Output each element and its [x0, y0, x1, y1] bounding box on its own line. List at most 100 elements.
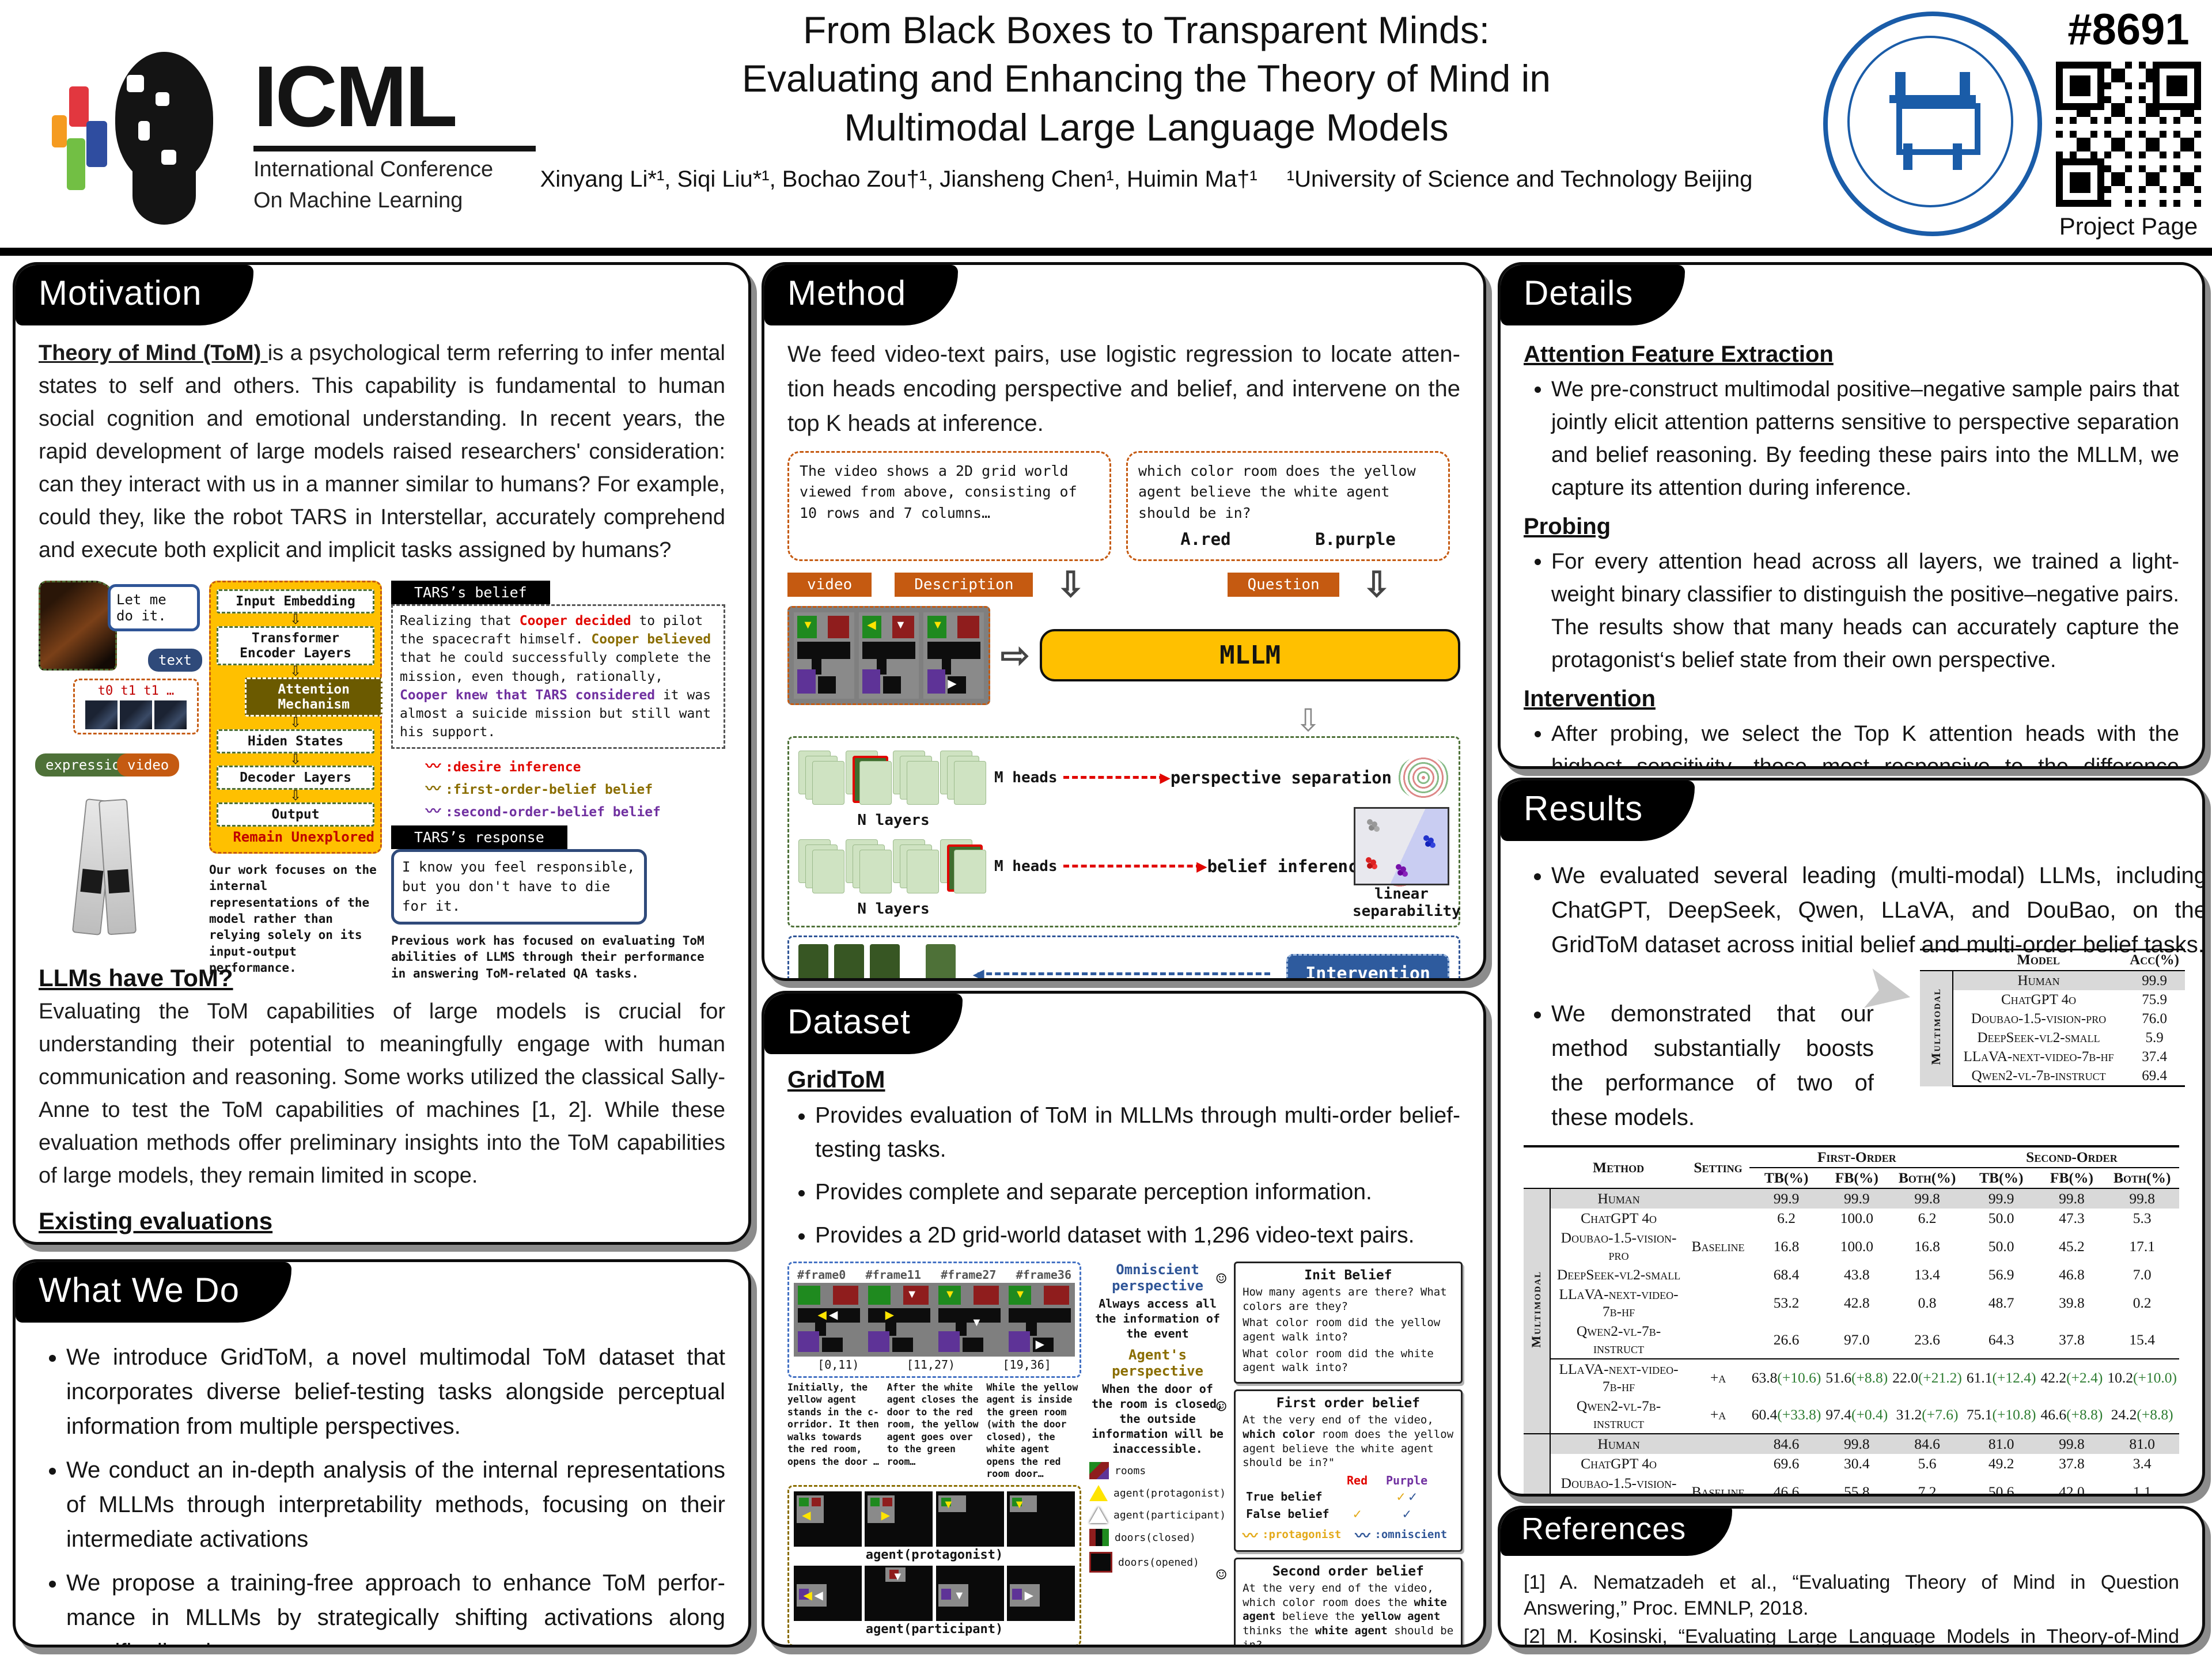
frames-timestamps: t0 t1 t1 …: [97, 684, 175, 698]
metric-value: 55.8: [1844, 1483, 1870, 1497]
metric-value: 99.9: [1749, 1188, 1824, 1209]
header-divider: [0, 248, 2212, 256]
metric-value: 50.0: [1988, 1210, 2014, 1226]
metric-value: 37.8: [2059, 1455, 2085, 1472]
llms-have-tom-heading: LLMs have ToM?: [39, 964, 233, 991]
grid-block: [870, 1498, 880, 1507]
metric-value: 50.6: [1988, 1483, 2014, 1497]
agents-perspective-text: When the door of the room is closed, the…: [1092, 1382, 1224, 1456]
squiggle-icon: 〰: [426, 781, 441, 798]
dataset-bullet: Provides complete and separate perceptio…: [815, 1176, 1460, 1210]
agent-icon: ▼: [944, 1288, 956, 1301]
agent-icon: ▼: [906, 1288, 918, 1301]
legend-item: 〰:second-order-belief belief: [426, 800, 725, 821]
dataset-legend: rooms agent(protagonist) agent(participant…: [1089, 1462, 1226, 1573]
existing-evaluations-heading: Existing evaluations: [39, 1207, 273, 1234]
grid-block: [927, 615, 947, 638]
metric-value: 100.0: [1840, 1210, 1873, 1226]
icml-wordmark: ICML: [253, 48, 458, 145]
text-run: Realizing that: [400, 613, 520, 628]
metric-value: 23.6: [1914, 1331, 1940, 1348]
model-name: ChatGPT 4o: [2001, 991, 2077, 1007]
squiggle-icon: 〰: [426, 803, 441, 821]
description-tag: Description: [895, 572, 1033, 597]
grid-block: [941, 1588, 951, 1600]
icml-brain-icon: [52, 52, 236, 225]
right-arrow-icon: ⇨: [1001, 635, 1030, 675]
grid-block: [927, 641, 980, 659]
motivation-paragraph-text: is a psychological term referring to inf…: [39, 341, 725, 562]
grid-block: [948, 676, 966, 694]
icml-logo: ICML International Conference On Machine…: [23, 17, 536, 230]
text-run: white agent: [1315, 1624, 1388, 1637]
second-order-question: At the very end of the video, which colo…: [1243, 1581, 1454, 1645]
grid-block: [1009, 1308, 1071, 1323]
face-icon: ☺: [1216, 1565, 1227, 1585]
model-name: Doubao-1.5-vision-pro: [1971, 1010, 2107, 1027]
metric-value: 84.6: [1890, 1433, 1964, 1454]
perspective-separation-label: perspective separation: [1170, 767, 1392, 787]
question-tag: Question: [1228, 572, 1339, 597]
pipeline-arrow-icon: ⇩: [289, 751, 302, 767]
metric-value: 1.1: [2133, 1483, 2152, 1497]
down-arrow-icon: ⇩: [1056, 565, 1085, 604]
delta-value: (+10.8): [1992, 1406, 2036, 1423]
details-list: We pre-construct multimodal positive–neg…: [1551, 373, 2179, 505]
agent-icon: ▼: [892, 1570, 904, 1584]
question-text: which color room does the yellow agent b…: [1138, 463, 1416, 521]
details-bullet: For every attention head across all laye…: [1551, 546, 2179, 677]
table-row: Doubao-1.5-vision-pro Baseline 16.8 100.0 16…: [1524, 1228, 2179, 1265]
setting-value: [1687, 1209, 1749, 1228]
belief-inference-label: belief inference: [1207, 856, 1368, 876]
pipeline-arrow-icon: ⇩: [289, 612, 302, 627]
agent-icon: ▼: [1014, 1288, 1026, 1301]
pipeline-arrow-icon: ⇩: [289, 663, 302, 679]
grid-block: [797, 615, 817, 638]
affiliation: ¹University of Science and Technology Be…: [1286, 166, 1753, 192]
metric-value: 22.0(+21.2): [1890, 1358, 1964, 1396]
grid-block: [821, 1337, 843, 1353]
grid-block: [827, 615, 850, 638]
what-we-do-bullet: We propose a training-free approach to e…: [66, 1566, 725, 1645]
results-heading: Results: [1501, 781, 1695, 841]
m-heads-label: M heads: [994, 768, 1058, 786]
metric-value: 81.0: [1964, 1433, 2039, 1454]
poster-header: ICML International Conference On Machine…: [0, 0, 2212, 248]
red-dashed-arrow: [1063, 858, 1207, 875]
method-figure: The video shows a 2D grid world viewed f…: [787, 451, 1461, 978]
column-header: Model: [1953, 949, 2124, 971]
method-name: DeepSeek-vl2-small: [1556, 1266, 1681, 1283]
legend-label: :omniscient: [1374, 1528, 1448, 1541]
belief-row-label: False belief: [1246, 1506, 1330, 1521]
poster-title-line-3: Multimodal Large Language Models: [844, 105, 1449, 149]
column-subheader: Both(%): [1890, 1168, 1964, 1189]
setting-value: [1687, 1188, 1749, 1209]
metric-value: 10.2(+10.0): [2105, 1358, 2179, 1396]
metric-value: 39.8: [2059, 1294, 2085, 1311]
text-run: it was almost a suicide mission but stil…: [400, 687, 711, 740]
option-b: B.purple: [1315, 529, 1396, 549]
existing-evaluations-list: Rely on single modalities or high-level …: [90, 1240, 725, 1242]
face-icon: ☺: [1216, 1397, 1227, 1418]
frame-range: [0,11): [817, 1358, 859, 1372]
icml-subtitle-1: International Conference: [253, 157, 494, 181]
frame-caption: While the yellow agent is inside the gre…: [986, 1382, 1078, 1480]
protagonist-row-label: agent(protagonist): [865, 1547, 1003, 1562]
agent-icon: ▼: [895, 618, 907, 631]
llms-have-tom-text: Evaluating the ToM capabilities of large…: [39, 999, 725, 1188]
motivation-paragraph: Theory of Mind (ToM) is a psychological …: [39, 337, 725, 567]
reference-2: [2] M. Kosinski, “Evaluating Large Langu…: [1524, 1625, 2179, 1647]
delta-value: (+0.4): [1851, 1406, 1888, 1423]
metric-value: 99.9: [1964, 1188, 2039, 1209]
column-subheader: FB(%): [2038, 1168, 2105, 1189]
method-heading: Method: [764, 265, 959, 325]
pipeline-step: Attention Mechanism: [245, 677, 382, 717]
text-run: At the very end of the video, which colo…: [1243, 1581, 1434, 1609]
agent-icon: ◀: [829, 1309, 838, 1322]
metric-value: 68.4: [1773, 1266, 1800, 1283]
metric-value: 97.0: [1844, 1331, 1870, 1348]
dataset-heading: Dataset: [764, 994, 963, 1054]
grid-block: [862, 615, 882, 638]
doors(closed)-icon: [1089, 1529, 1109, 1546]
table-row: Multimodal Human 99.9 99.9 99.8 99.9 99.8 99.8: [1524, 1188, 2179, 1434]
